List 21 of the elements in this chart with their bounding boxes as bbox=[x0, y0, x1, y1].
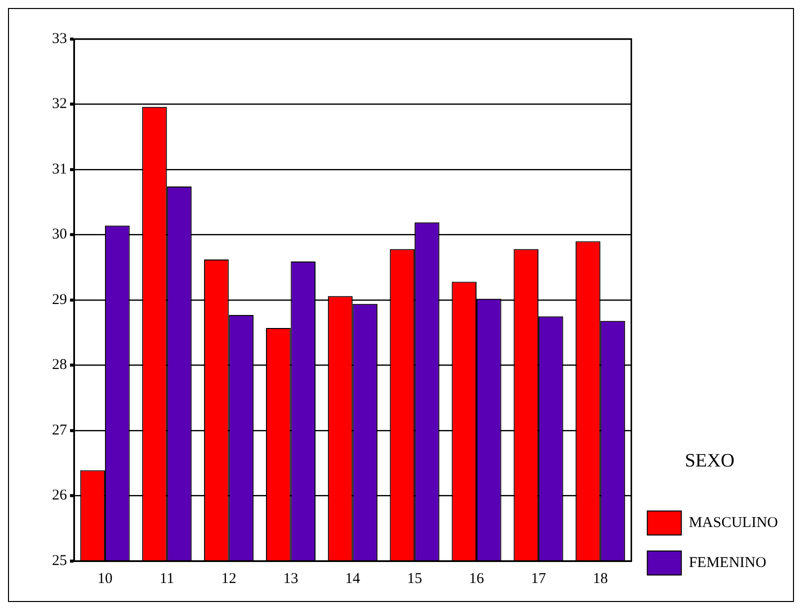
x-tick-label: 17 bbox=[530, 570, 546, 587]
y-tick-label: 29 bbox=[52, 292, 67, 308]
y-tick-label: 31 bbox=[52, 161, 67, 178]
y-tick-label: 32 bbox=[52, 96, 67, 112]
x-tick-label: 15 bbox=[407, 570, 422, 587]
legend-title: SEXO bbox=[684, 450, 734, 472]
x-tick-label: 12 bbox=[221, 570, 236, 587]
y-tick-label: 28 bbox=[52, 357, 67, 374]
x-tick-label: 10 bbox=[97, 570, 112, 587]
x-tick-label: 14 bbox=[345, 570, 361, 587]
x-tick-label: 16 bbox=[469, 570, 485, 587]
legend-label: MASCULINO bbox=[688, 514, 778, 531]
y-tick-label: 27 bbox=[52, 422, 68, 438]
y-tick-label: 25 bbox=[52, 552, 67, 569]
y-tick-label: 26 bbox=[52, 488, 68, 504]
x-tick-label: 13 bbox=[283, 570, 298, 587]
y-tick-label: 30 bbox=[52, 226, 67, 243]
x-tick-label: 18 bbox=[592, 570, 608, 587]
y-tick-label: 33 bbox=[52, 30, 67, 47]
x-tick-label: 11 bbox=[160, 570, 174, 587]
legend-label: FEMENINO bbox=[688, 554, 766, 571]
